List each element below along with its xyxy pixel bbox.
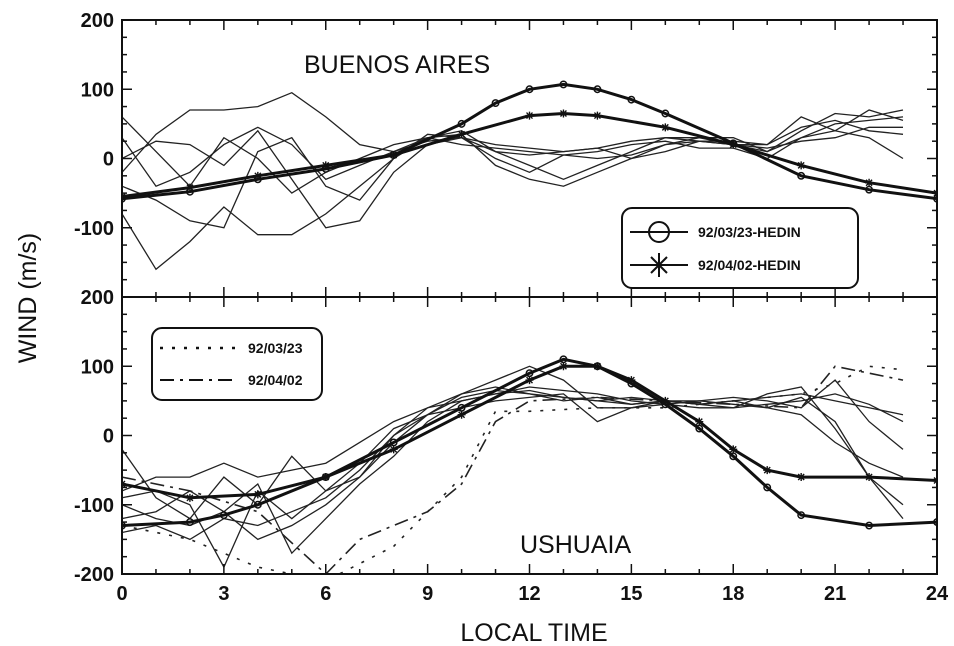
buenos-aires-y-tick-label-0: 200 [81,10,114,32]
buenos-aires-model-marker-2-6 [525,111,534,120]
buenos-aires-model-marker-2-5 [457,130,466,139]
ushuaia-model-marker-2-11 [695,417,704,426]
ushuaia-y-tick-label-1: 100 [81,356,114,378]
panel-title-ushuaia: USHUAIA [520,531,631,559]
buenos-aires-y-tick-label-3: -100 [74,218,114,240]
ushuaia-model-marker-1-14 [763,483,772,492]
panel-title-buenos-aires: BUENOS AIRES [304,51,490,79]
ushuaia-model-marker-1-3 [253,500,262,509]
ushuaia-model-marker-2-4 [389,445,398,454]
ushuaia-model-marker-2-1 [185,493,194,502]
buenos-aires-model-marker-2-1 [185,183,194,192]
ushuaia-observed-line-5 [122,389,904,555]
buenos-aires-observed-line-4 [122,109,904,194]
ushuaia-model-marker-1-15 [797,511,806,520]
buenos-aires-plot-area [122,80,937,271]
ushuaia-y-tick-label-2: 0 [103,426,114,448]
legend-box [621,207,859,289]
buenos-aires-model-marker-1-13 [797,171,806,180]
buenos-aires-observed-line-5 [122,130,904,229]
legend-label-hedin-2: 92/04/02-HEDIN [698,257,801,273]
ushuaia-dashed-line-2 [122,365,904,574]
buenos-aires-model-marker-2-2 [253,171,262,180]
legend-marker-asterisk [647,253,671,277]
buenos-aires-model-marker-2-10 [729,140,738,149]
ushuaia-observed-line-6 [122,389,904,541]
ushuaia-plot-area [122,355,937,574]
x-tick-label-6: 18 [722,583,744,605]
buenos-aires-model-marker-2-11 [797,161,806,170]
ushuaia-model-marker-2-9 [627,376,636,385]
ushuaia-y-tick-label-0: 200 [81,287,114,309]
buenos-aires-model-marker-1-5 [457,119,466,128]
y-axis-label: WIND (m/s) [14,233,42,364]
legend-label-obs-1: 92/03/23 [248,340,303,356]
buenos-aires-observed-line-1 [122,116,904,187]
legend-marker-circle [648,221,670,243]
buenos-aires-observed-line-6 [122,126,903,229]
buenos-aires-model-marker-1-10 [627,95,636,104]
buenos-aires-model-marker-1-6 [491,99,500,108]
ushuaia-model-marker-2-6 [525,376,534,385]
ushuaia-model-marker-2-2 [253,490,262,499]
buenos-aires-model-line-2 [122,111,937,199]
x-tick-label-2: 6 [320,583,331,605]
buenos-aires-model-marker-2-8 [593,111,602,120]
buenos-aires-model-marker-1-9 [593,85,602,94]
ushuaia-observed-line-3 [122,386,904,520]
ushuaia-model-marker-1-2 [219,511,228,520]
legend-buenos-aires: 92/03/23-HEDIN 92/04/02-HEDIN [621,207,859,289]
ushuaia-model-marker-1-1 [185,518,194,527]
ushuaia-model-marker-2-3 [321,473,330,482]
buenos-aires-model-marker-2-7 [559,109,568,118]
buenos-aires-observed-line-2 [122,91,904,181]
ushuaia-model-line-1 [122,357,937,528]
ushuaia-y-tick-label-4: -200 [74,564,114,586]
ushuaia-y-tick-label-3: -100 [74,495,114,517]
ushuaia-model-marker-2-14 [797,473,806,482]
buenos-aires-y-tick-label-1: 100 [81,79,114,101]
legend-box [151,327,323,401]
x-tick-label-1: 3 [218,583,229,605]
buenos-aires-model-marker-1-8 [559,80,568,89]
x-tick-label-7: 21 [824,583,846,605]
buenos-aires-y-tick-label-2: 0 [103,149,114,171]
x-tick-label-8: 24 [926,583,949,605]
buenos-aires-model-line-1 [122,82,937,201]
legend-label-hedin-1: 92/03/23-HEDIN [698,224,801,240]
ushuaia-model-marker-2-12 [729,445,738,454]
buenos-aires-model-marker-1-7 [525,85,534,94]
buenos-aires-model-marker-2-4 [389,151,398,160]
ushuaia-observed-line-2 [122,365,904,541]
buenos-aires-model-marker-2-12 [865,178,874,187]
ushuaia-model-marker-2-13 [763,466,772,475]
legend-label-obs-2: 92/04/02 [248,372,303,388]
x-axis-label: LOCAL TIME [460,619,607,646]
buenos-aires-observed-line-3 [122,119,904,271]
buenos-aires-model-marker-1-11 [661,109,670,118]
ushuaia-dashed-line-1 [122,365,904,574]
legend-ushuaia: 92/03/23 92/04/02 [151,327,323,401]
ushuaia-model-marker-1-16 [865,521,874,530]
x-tick-label-5: 15 [620,583,642,605]
x-tick-label-3: 9 [422,583,433,605]
ushuaia-model-marker-2-10 [661,396,670,405]
ushuaia-observed-line-4 [122,379,904,569]
ushuaia-model-marker-2-5 [457,410,466,419]
buenos-aires-model-marker-2-9 [661,123,670,132]
ushuaia-model-marker-2-7 [559,362,568,371]
x-tick-label-4: 12 [518,583,540,605]
ushuaia-model-marker-2-15 [865,473,874,482]
x-tick-label-0: 0 [116,583,127,605]
buenos-aires-model-marker-2-3 [321,161,330,170]
ushuaia-model-marker-2-8 [593,362,602,371]
